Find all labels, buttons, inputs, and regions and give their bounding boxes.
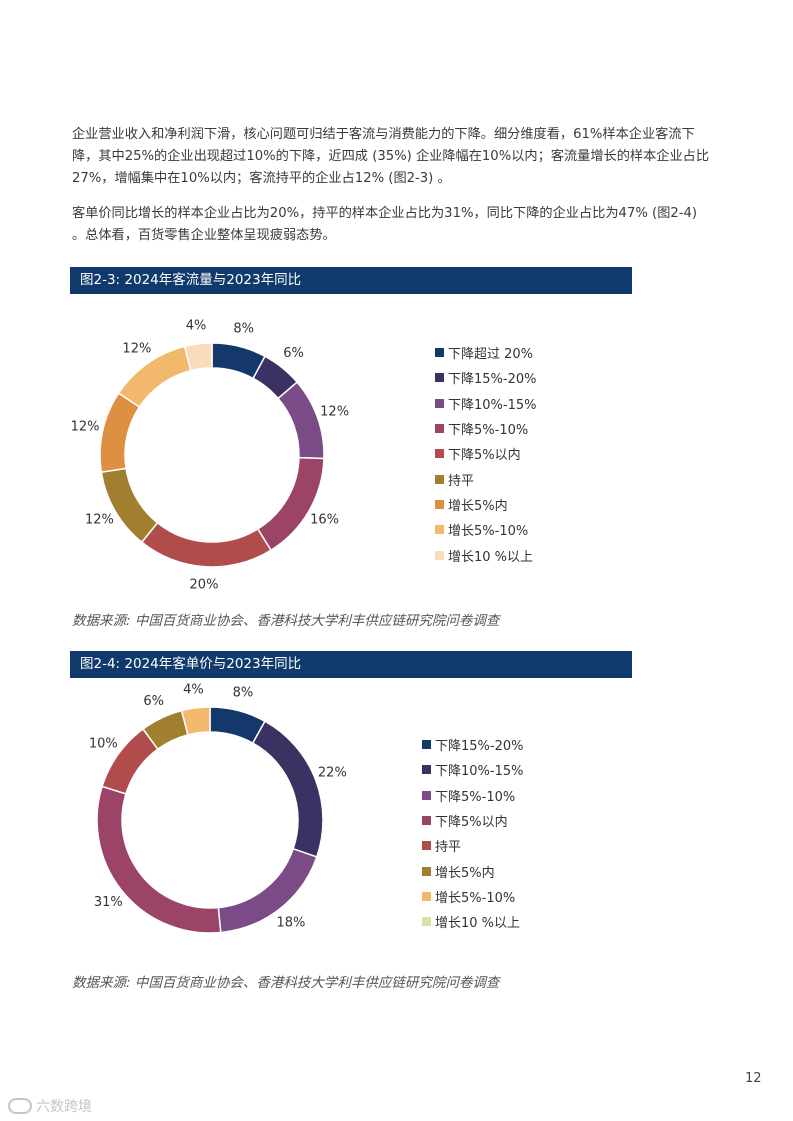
- donut-chart-2-4: 8% 22% 18% 31% 10% 6% 4%: [89, 683, 347, 934]
- legend1-label-3: 下降5%-10%: [448, 423, 529, 439]
- legend1-swatch-2: [435, 398, 444, 408]
- donut2-slice-3: [96, 785, 222, 934]
- legend2-swatch-4: [422, 841, 431, 851]
- figure-2-4-header: 图2-4: 2024年客单价与2023年同比: [70, 651, 632, 678]
- donut1-slice-5: [100, 467, 159, 544]
- donut2-data-label-5: 6%: [143, 694, 164, 709]
- donut1-slice-4: [140, 521, 272, 568]
- figure-2-4-source: 数据来源: 中国百货商业协会、香港科技大学利丰供应链研究院问卷调查: [72, 975, 500, 991]
- legend2-swatch-0: [422, 740, 431, 750]
- donut1-data-label-7: 12%: [122, 341, 151, 356]
- legend1-swatch-8: [435, 550, 444, 560]
- legend2-label-6: 增长5%-10%: [435, 890, 516, 906]
- legend2-label-1: 下降10%-15%: [435, 764, 524, 780]
- donut2-data-label-1: 22%: [318, 766, 347, 781]
- legend1-item-0: 下降超过 20%: [435, 340, 536, 365]
- legend-2-3: 下降超过 20% 下降15%-20% 下降10%-15% 下降5%-10% 下降5%以内…: [435, 340, 536, 568]
- legend1-item-7: 增长5%-10%: [435, 517, 536, 542]
- legend2-label-5: 增长5%内: [435, 865, 495, 881]
- legend2-swatch-5: [422, 866, 431, 876]
- legend2-item-5: 增长5%内: [422, 858, 523, 883]
- legend2-item-7: 增长10 %以上: [422, 909, 523, 934]
- legend1-swatch-0: [435, 348, 444, 358]
- intro-paragraph-1: 企业营业收入和净利润下滑，核心问题可归结于客流与消费能力的下降。细分维度看，61…: [72, 127, 710, 186]
- legend1-label-8: 增长10 %以上: [448, 549, 534, 565]
- legend1-swatch-6: [435, 499, 444, 509]
- legend2-item-0: 下降15%-20%: [422, 732, 523, 757]
- legend1-item-1: 下降15%-20%: [435, 365, 536, 390]
- figure-2-3-header: 图2-3: 2024年客流量与2023年同比: [70, 267, 632, 294]
- watermark-logo-icon: [8, 1098, 32, 1114]
- legend2-item-2: 下降5%-10%: [422, 783, 523, 808]
- donut2-data-label-0: 8%: [233, 686, 254, 701]
- legend1-swatch-4: [435, 449, 444, 459]
- donut2-data-label-3: 31%: [94, 895, 123, 910]
- donut1-data-label-4: 20%: [190, 577, 219, 592]
- legend1-item-8: 增长10 %以上: [435, 542, 536, 567]
- donut2-data-label-4: 10%: [89, 737, 118, 752]
- legend2-swatch-7: [422, 917, 431, 927]
- legend2-swatch-6: [422, 891, 431, 901]
- donut2-slice-6: [180, 706, 211, 736]
- legend2-item-4: 持平: [422, 833, 523, 858]
- legend2-item-1: 下降10%-15%: [422, 757, 523, 782]
- donut2-slice-1: [251, 720, 324, 858]
- legend2-swatch-1: [422, 765, 431, 775]
- legend1-swatch-1: [435, 373, 444, 383]
- legend1-label-4: 下降5%以内: [448, 448, 521, 464]
- watermark: 六数跨境: [8, 1096, 92, 1116]
- donut2-data-label-6: 4%: [183, 683, 204, 698]
- legend2-label-0: 下降15%-20%: [435, 739, 524, 755]
- legend1-swatch-7: [435, 525, 444, 535]
- intro-paragraph-2: 客单价同比增长的样本企业占比为20%，持平的样本企业占比为31%，同比下降的企业…: [72, 206, 698, 243]
- donut1-slice-2: [277, 381, 325, 460]
- legend1-item-4: 下降5%以内: [435, 441, 536, 466]
- donut1-data-label-6: 12%: [71, 420, 100, 435]
- legend2-label-4: 持平: [435, 840, 462, 856]
- donut1-data-label-2: 12%: [320, 404, 349, 419]
- figure-2-3-source: 数据来源: 中国百货商业协会、香港科技大学利丰供应链研究院问卷调查: [72, 613, 500, 629]
- legend1-item-2: 下降10%-15%: [435, 391, 536, 416]
- legend1-label-7: 增长5%-10%: [448, 524, 529, 540]
- donut1-data-label-1: 6%: [283, 346, 304, 361]
- legend2-item-3: 下降5%以内: [422, 808, 523, 833]
- legend2-swatch-2: [422, 790, 431, 800]
- donut1-data-label-5: 12%: [85, 513, 114, 528]
- donut1-slice-8: [183, 342, 213, 372]
- legend-2-4: 下降15%-20% 下降10%-15% 下降5%-10% 下降5%以内 持平增长5%内增…: [422, 732, 523, 934]
- legend1-label-6: 增长5%内: [448, 498, 508, 514]
- legend1-item-6: 增长5%内: [435, 492, 536, 517]
- legend1-item-3: 下降5%-10%: [435, 416, 536, 441]
- watermark-text: 六数跨境: [36, 1099, 92, 1115]
- donut-chart-2-3: 8% 6% 12% 16% 20% 12% 12% 12% 4%: [71, 318, 350, 592]
- legend1-swatch-3: [435, 424, 444, 434]
- legend1-label-5: 持平: [448, 473, 475, 489]
- donut1-slice-6: [99, 392, 141, 474]
- donut2-data-label-2: 18%: [277, 915, 306, 930]
- legend2-label-3: 下降5%以内: [435, 815, 508, 831]
- legend1-label-0: 下降超过 20%: [448, 347, 534, 363]
- page-number: 12: [745, 1071, 762, 1086]
- legend1-swatch-5: [435, 474, 444, 484]
- legend2-label-7: 增长10 %以上: [435, 916, 521, 932]
- legend1-item-5: 持平: [435, 466, 536, 491]
- donut1-data-label-3: 16%: [310, 513, 339, 528]
- legend1-label-2: 下降10%-15%: [448, 397, 537, 413]
- donut1-slice-3: [256, 456, 325, 552]
- donut1-data-label-8: 4%: [186, 318, 207, 333]
- legend2-item-6: 增长5%-10%: [422, 884, 523, 909]
- legend1-label-1: 下降15%-20%: [448, 372, 537, 388]
- donut1-data-label-0: 8%: [233, 321, 254, 336]
- legend2-label-2: 下降5%-10%: [435, 789, 516, 805]
- legend2-swatch-3: [422, 816, 431, 826]
